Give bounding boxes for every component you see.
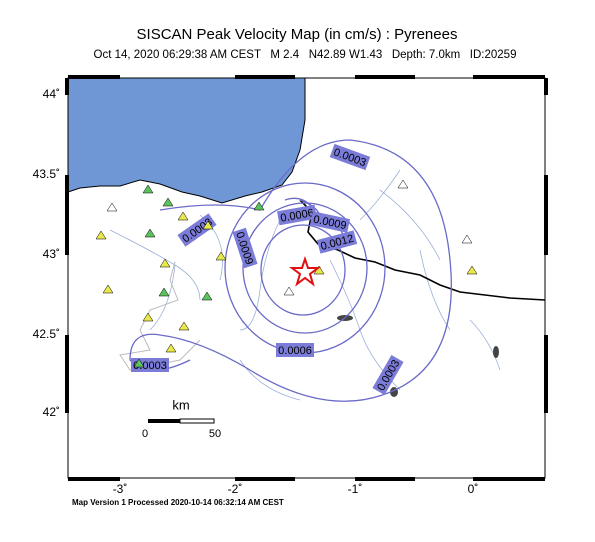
station xyxy=(178,321,190,331)
station xyxy=(102,284,114,294)
station xyxy=(133,358,145,368)
station xyxy=(201,291,213,301)
frame-bars xyxy=(65,75,548,481)
frame-bar xyxy=(65,78,69,95)
contour-label-box xyxy=(232,227,258,269)
contour-label: 0.0006 xyxy=(277,204,317,226)
axis-labels: -3˚ -2˚ -1˚ 0˚ 44˚ 43.5˚ 43˚ 42.5˚ 42˚ xyxy=(33,87,479,496)
contour xyxy=(260,224,346,316)
station xyxy=(283,286,295,296)
epicenter xyxy=(289,255,321,287)
station xyxy=(202,220,214,230)
contour-label-box xyxy=(277,204,317,226)
contour xyxy=(242,202,368,334)
contour xyxy=(284,197,311,206)
contour-label: 0.0006 xyxy=(276,343,314,357)
y-axis-label: 42.5˚ xyxy=(33,327,60,341)
station xyxy=(159,258,171,268)
contour xyxy=(129,139,452,402)
contour-label-text: 0.0006 xyxy=(280,207,315,225)
scale-label: 0 xyxy=(142,428,148,440)
contour-label-box xyxy=(329,143,371,171)
scale-bar: km 0 50 xyxy=(142,397,221,439)
frame-bar xyxy=(68,477,120,481)
station xyxy=(215,251,227,261)
frame-bar xyxy=(355,75,415,79)
frame-bar xyxy=(235,477,295,481)
x-axis-label: 0˚ xyxy=(468,482,479,496)
contour-label-box xyxy=(309,211,351,233)
station xyxy=(177,211,189,221)
y-axis-label: 43˚ xyxy=(43,247,60,261)
station xyxy=(461,234,473,244)
frame xyxy=(67,77,546,479)
sea xyxy=(67,77,306,204)
frame-bar xyxy=(544,175,548,255)
station xyxy=(165,343,177,353)
contour-label-box xyxy=(276,343,314,357)
station xyxy=(95,230,107,240)
frame-bar xyxy=(544,335,548,413)
station xyxy=(106,202,118,212)
subtitle: Oct 14, 2020 06:29:38 AM CEST M 2.4 N42.… xyxy=(94,49,517,61)
station xyxy=(142,312,154,322)
contour-label-box xyxy=(372,355,404,395)
frame-bar xyxy=(473,75,545,79)
footer: Map Version 1 Processed 2020-10-14 06:32… xyxy=(72,498,284,507)
x-axis-label: -1˚ xyxy=(348,482,363,496)
lake xyxy=(493,346,499,358)
y-axis-label: 43.5˚ xyxy=(33,167,60,181)
title: SISCAN Peak Velocity Map (in cm/s) : Pyr… xyxy=(137,26,458,43)
frame-bar xyxy=(65,335,69,413)
frame-bar xyxy=(473,477,545,481)
scale-unit: km xyxy=(172,397,189,412)
scale-label: 50 xyxy=(209,428,221,440)
station xyxy=(466,265,478,275)
station xyxy=(142,184,154,194)
contour-label-text: 0.0006 xyxy=(278,345,312,357)
stations xyxy=(95,179,478,368)
y-axis-label: 44˚ xyxy=(43,87,60,101)
frame-bar xyxy=(235,75,295,79)
y-axis-label: 42˚ xyxy=(43,405,60,419)
station xyxy=(253,201,265,211)
station xyxy=(162,197,174,207)
station xyxy=(158,287,170,297)
x-axis-label: -2˚ xyxy=(228,482,243,496)
contour-label-box xyxy=(177,213,217,247)
contour-label-box xyxy=(316,230,358,254)
frame-bar xyxy=(68,75,120,79)
frame-bar xyxy=(544,78,548,95)
frame-bar xyxy=(65,175,69,255)
x-axis-label: -3˚ xyxy=(113,482,128,496)
station xyxy=(144,228,156,238)
station xyxy=(397,179,409,189)
frame-bar xyxy=(355,477,415,481)
